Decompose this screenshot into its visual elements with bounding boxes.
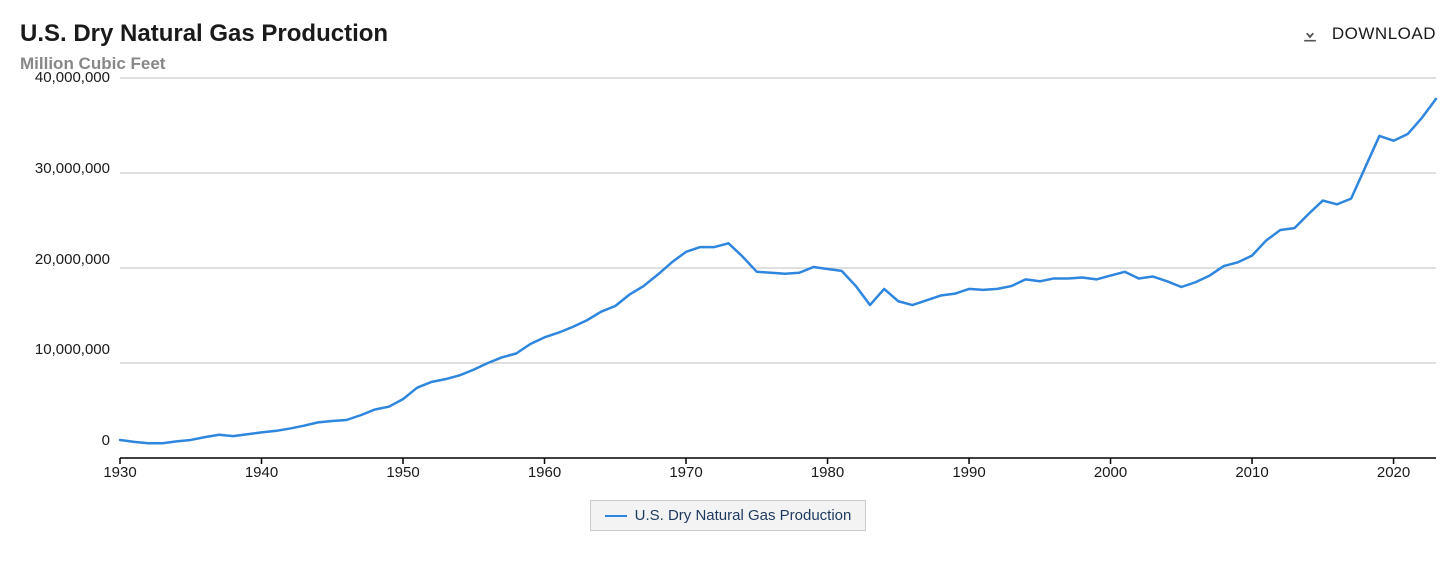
legend: U.S. Dry Natural Gas Production (20, 500, 1436, 531)
y-tick-label: 30,000,000 (35, 160, 110, 177)
legend-swatch (605, 515, 627, 517)
legend-item[interactable]: U.S. Dry Natural Gas Production (590, 500, 867, 531)
chart-container: U.S. Dry Natural Gas Production DOWNLOAD… (20, 20, 1436, 531)
x-tick-label: 1960 (528, 464, 561, 481)
chart-header: U.S. Dry Natural Gas Production DOWNLOAD (20, 20, 1436, 48)
x-axis-labels: 1930194019501960197019801990200020102020 (120, 464, 1436, 484)
x-tick-label: 1950 (386, 464, 419, 481)
chart-title: U.S. Dry Natural Gas Production (20, 20, 388, 48)
download-icon (1300, 24, 1320, 44)
legend-label: U.S. Dry Natural Gas Production (635, 507, 852, 524)
series-line (120, 99, 1436, 443)
x-tick-label: 1930 (103, 464, 136, 481)
x-tick-label: 1990 (952, 464, 985, 481)
y-tick-label: 0 (102, 432, 110, 449)
plot-row: 40,000,00030,000,00020,000,00010,000,000… (20, 78, 1436, 458)
chart-subtitle: Million Cubic Feet (20, 54, 1436, 74)
chart-svg (120, 78, 1436, 458)
x-tick-label: 1940 (245, 464, 278, 481)
x-tick-label: 2000 (1094, 464, 1127, 481)
download-button[interactable]: DOWNLOAD (1300, 24, 1436, 44)
y-tick-label: 10,000,000 (35, 341, 110, 358)
y-tick-label: 20,000,000 (35, 251, 110, 268)
plot-area (120, 78, 1436, 458)
x-tick-label: 1980 (811, 464, 844, 481)
download-label: DOWNLOAD (1332, 24, 1436, 44)
x-tick-label: 2020 (1377, 464, 1410, 481)
x-tick-label: 1970 (669, 464, 702, 481)
y-tick-label: 40,000,000 (35, 69, 110, 86)
y-axis-labels: 40,000,000 30,000,000 20,000,000 10,000,000… (20, 69, 120, 449)
x-tick-label: 2010 (1235, 464, 1268, 481)
